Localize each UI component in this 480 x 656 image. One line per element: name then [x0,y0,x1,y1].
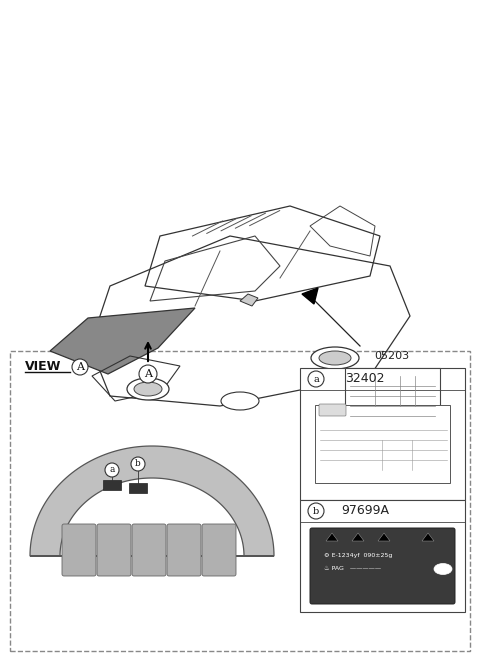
FancyBboxPatch shape [310,528,455,604]
FancyBboxPatch shape [167,524,201,576]
Polygon shape [378,533,390,541]
Polygon shape [240,294,258,306]
Text: ⚙ E-1234yf  090±25g: ⚙ E-1234yf 090±25g [324,554,392,558]
Ellipse shape [319,351,351,365]
Circle shape [105,463,119,477]
Bar [300,500,465,612]
Circle shape [308,371,324,387]
Bar [129,483,147,493]
Ellipse shape [134,382,162,396]
Text: b: b [135,459,141,468]
Polygon shape [302,288,318,304]
Text: a: a [109,466,115,474]
Polygon shape [422,533,434,541]
FancyBboxPatch shape [202,524,236,576]
Text: 32402: 32402 [345,373,385,386]
Ellipse shape [221,392,259,410]
Bar [103,480,121,490]
Bar [345,368,440,428]
Text: VIEW: VIEW [25,360,61,373]
Bar [300,368,465,500]
Ellipse shape [127,378,169,400]
Text: ♨ PAG   —————: ♨ PAG ————— [324,567,381,571]
FancyBboxPatch shape [132,524,166,576]
Text: A: A [76,362,84,372]
Text: a: a [313,375,319,384]
FancyBboxPatch shape [97,524,131,576]
Circle shape [139,365,157,383]
Text: b: b [313,506,319,516]
Circle shape [308,503,324,519]
Polygon shape [326,533,338,541]
Ellipse shape [311,347,359,369]
Text: 05203: 05203 [374,351,409,361]
Text: A: A [144,369,152,379]
Polygon shape [352,533,364,541]
Bar [10,351,470,651]
Circle shape [131,457,145,471]
Circle shape [72,359,88,375]
FancyBboxPatch shape [62,524,96,576]
Polygon shape [50,308,195,374]
FancyBboxPatch shape [315,405,450,483]
Text: 97699A: 97699A [341,504,389,518]
Polygon shape [30,446,274,556]
Ellipse shape [434,564,452,575]
FancyBboxPatch shape [319,404,346,416]
